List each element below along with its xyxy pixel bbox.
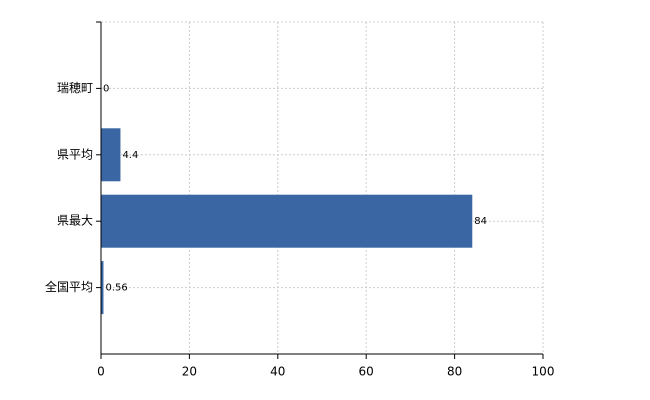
value-label: 0.56: [105, 283, 127, 294]
x-tick-label: 0: [97, 365, 105, 379]
value-label: 0: [103, 83, 109, 94]
bar: [101, 261, 104, 315]
y-tick-label: 県平均: [57, 147, 93, 161]
y-tick-label: 県最大: [57, 214, 93, 228]
x-tick-label: 100: [532, 365, 555, 379]
value-label: 84: [474, 216, 487, 227]
bar: [101, 194, 473, 248]
y-tick-label: 全国平均: [45, 279, 93, 294]
x-tick-label: 80: [447, 365, 462, 379]
x-tick-label: 60: [359, 365, 374, 379]
value-label: 4.4: [122, 150, 138, 161]
x-tick-label: 40: [270, 365, 285, 379]
bar: [101, 128, 121, 182]
x-tick-label: 20: [182, 365, 197, 379]
y-tick-label: 瑞穂町: [57, 81, 93, 95]
